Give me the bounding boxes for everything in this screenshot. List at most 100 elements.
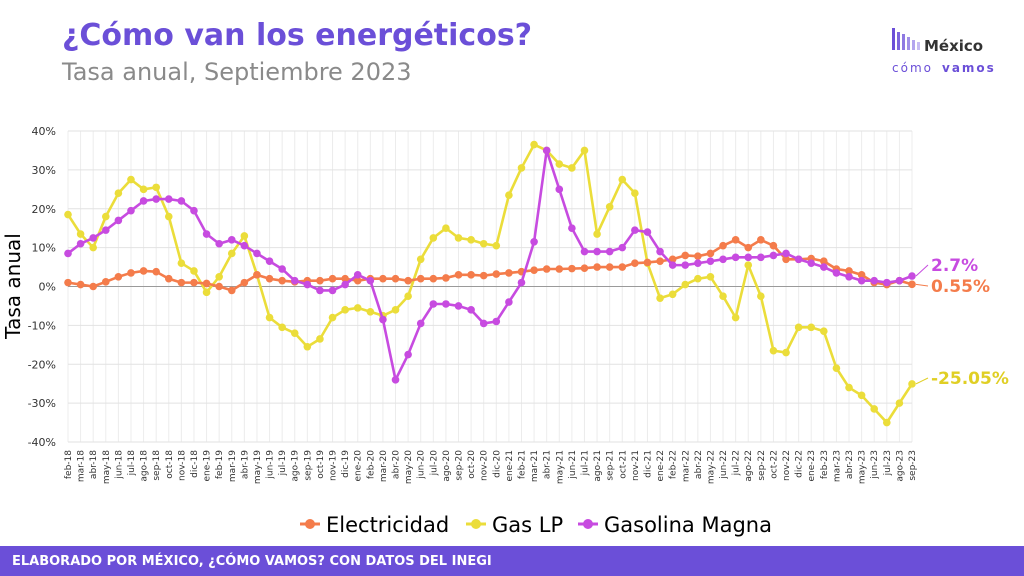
data-point (442, 274, 450, 282)
data-point (139, 185, 148, 194)
data-point (769, 346, 778, 355)
data-point (114, 272, 123, 281)
x-tick-label: sep-19 (303, 450, 313, 481)
chart-series (64, 140, 916, 427)
data-point (416, 274, 425, 283)
data-point (190, 278, 198, 287)
data-point (857, 391, 866, 400)
data-point (114, 216, 123, 225)
data-point (731, 253, 740, 262)
data-point (278, 265, 286, 273)
data-point (845, 267, 853, 275)
data-point (694, 274, 702, 283)
data-point (202, 230, 211, 238)
data-point (719, 255, 727, 264)
logo-line2a: cómo (892, 61, 933, 75)
data-point (719, 241, 727, 250)
x-tick-label: abr-21 (543, 450, 553, 479)
data-point (114, 189, 123, 197)
data-point (580, 247, 589, 256)
x-tick-label: dic-18 (190, 450, 200, 478)
y-tick-label: 30% (32, 164, 56, 177)
data-point (555, 265, 564, 273)
data-point (290, 276, 299, 285)
data-point (757, 292, 765, 301)
data-point (706, 249, 715, 258)
x-tick-label: may-22 (706, 450, 716, 484)
data-point (492, 270, 501, 278)
data-point (190, 206, 198, 215)
data-point (328, 313, 337, 322)
data-point (341, 274, 349, 283)
data-point (101, 212, 110, 221)
data-point (467, 271, 475, 279)
data-point (379, 274, 387, 283)
x-tick-label: jun-18 (114, 450, 124, 480)
data-point (139, 267, 148, 275)
x-tick-label: ago-19 (291, 450, 301, 482)
data-point (769, 241, 778, 250)
x-tick-label: jun-20 (417, 450, 427, 480)
x-tick-label: ago-18 (140, 450, 150, 482)
data-point (429, 234, 438, 242)
x-tick-label: oct-21 (618, 450, 628, 479)
x-tick-label: ago-20 (442, 450, 452, 482)
end-label: 0.55% (931, 277, 990, 297)
data-point (568, 224, 576, 232)
x-tick-label: oct-20 (467, 450, 477, 479)
data-point (101, 278, 110, 286)
y-tick-label: -10% (28, 319, 56, 332)
x-tick-label: nov-18 (177, 450, 187, 481)
data-point (303, 280, 312, 289)
data-point (593, 230, 601, 238)
data-point (202, 279, 211, 288)
legend-label: Gasolina Magna (604, 513, 772, 537)
mexico-como-vamos-logo: México cómo vamos (892, 28, 994, 75)
data-point (341, 280, 349, 289)
data-point (832, 269, 841, 277)
data-point (416, 255, 425, 264)
data-point (605, 247, 614, 256)
logo-bars-icon (892, 28, 920, 50)
x-tick-label: may-21 (555, 450, 565, 484)
data-point (505, 298, 513, 306)
data-point (76, 230, 85, 238)
data-point (542, 146, 551, 155)
data-point (542, 265, 551, 273)
data-point (643, 228, 652, 236)
data-point (164, 195, 173, 203)
x-tick-label: mar-20 (379, 450, 389, 482)
end-label: 2.7% (931, 256, 978, 276)
x-tick-label: mar-18 (77, 450, 87, 482)
data-point (643, 258, 652, 267)
data-point (467, 306, 475, 314)
end-label-connector (915, 283, 929, 287)
x-tick-label: feb-22 (669, 450, 679, 479)
logo-line1: México (924, 37, 983, 55)
data-point (215, 239, 223, 248)
data-point (820, 327, 828, 336)
data-point (530, 140, 538, 149)
page-subtitle: Tasa anual, Septiembre 2023 (62, 58, 412, 86)
x-tick-label: may-18 (102, 450, 112, 484)
data-point (240, 278, 249, 287)
x-tick-label: dic-20 (492, 450, 502, 478)
x-tick-label: jun-19 (266, 450, 276, 480)
data-point (568, 264, 576, 273)
x-tick-label: dic-22 (795, 450, 805, 478)
data-point (517, 164, 526, 172)
y-tick-label: -30% (28, 397, 56, 410)
legend-swatch-dot (305, 519, 315, 529)
y-tick-label: -40% (28, 436, 56, 449)
data-point (744, 253, 753, 262)
x-tick-label: jul-19 (278, 450, 288, 477)
x-tick-label: ene-19 (203, 450, 213, 482)
data-point (316, 276, 324, 285)
data-point (694, 259, 702, 267)
data-point (240, 232, 249, 240)
data-point (265, 313, 274, 322)
x-tick-label: feb-21 (517, 450, 527, 479)
y-tick-label: 10% (32, 242, 56, 255)
data-point (656, 294, 664, 302)
legend-item: Gasolina Magna (578, 513, 772, 537)
